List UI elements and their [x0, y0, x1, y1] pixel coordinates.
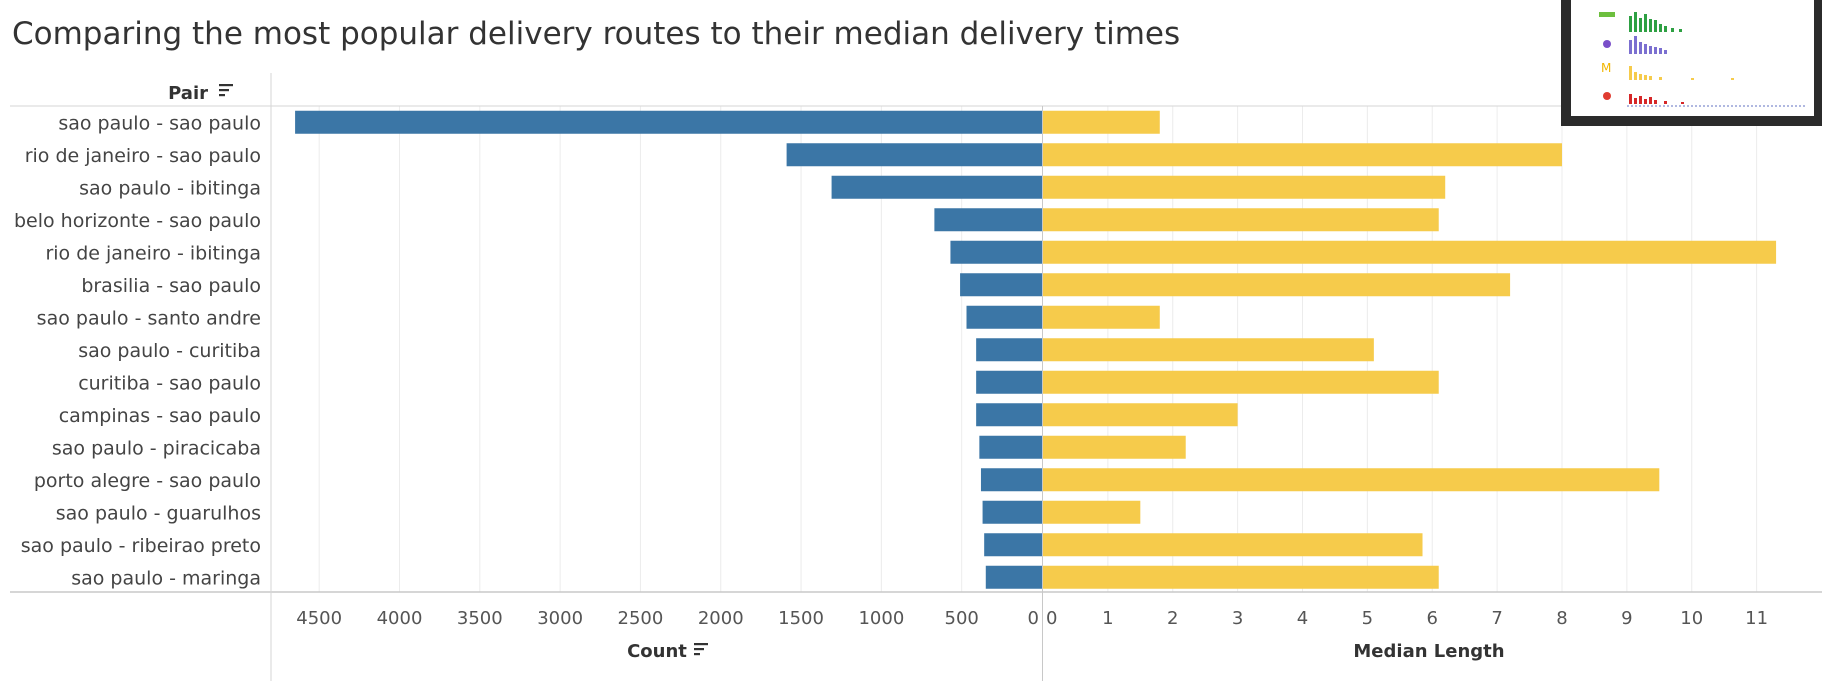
count-bar[interactable] [976, 403, 1042, 427]
row-label: belo horizonte - sao paulo [14, 210, 261, 232]
row-label: curitiba - sao paulo [78, 372, 261, 394]
median-length-bar[interactable] [1043, 468, 1660, 492]
count-bar[interactable] [960, 273, 1042, 297]
count-tick-label: 3000 [537, 608, 583, 629]
median-tick-label: 11 [1745, 608, 1768, 629]
median-length-bar[interactable] [1043, 305, 1160, 329]
row-label: sao paulo - sao paulo [58, 112, 261, 134]
chart-title: Comparing the most popular delivery rout… [12, 16, 1181, 52]
dashboard-thumbnail[interactable]: M [1561, 0, 1822, 126]
count-bar[interactable] [984, 533, 1042, 557]
thumbnail-red-bars [1629, 94, 1684, 104]
count-bar[interactable] [976, 338, 1042, 362]
median-length-bar[interactable] [1043, 273, 1511, 297]
median-length-bar[interactable] [1043, 500, 1141, 524]
median-length-bar[interactable] [1043, 435, 1186, 459]
count-bar[interactable] [985, 565, 1042, 589]
median-tick-label: 2 [1167, 608, 1178, 629]
median-tick-label: 5 [1362, 608, 1373, 629]
count-tick-label: 2000 [698, 608, 744, 629]
median-length-bar[interactable] [1043, 208, 1439, 232]
median-length-bar[interactable] [1043, 110, 1160, 134]
row-label: sao paulo - ibitinga [79, 177, 261, 199]
count-bar[interactable] [786, 143, 1042, 167]
count-bar[interactable] [966, 305, 1042, 329]
row-label: rio de janeiro - sao paulo [25, 145, 261, 167]
median-tick-label: 9 [1621, 608, 1632, 629]
thumbnail-icon-red [1603, 92, 1611, 100]
row-label: campinas - sao paulo [59, 405, 261, 427]
row-label: sao paulo - piracicaba [52, 437, 261, 459]
count-axis-title: Count [627, 641, 687, 662]
pair-sort-icon[interactable] [219, 84, 233, 97]
thumbnail-icon-yellow: M [1601, 61, 1611, 75]
row-label: sao paulo - ribeirao preto [21, 535, 261, 557]
median-length-bar[interactable] [1043, 565, 1439, 589]
count-bar[interactable] [934, 208, 1042, 232]
count-tick-label: 3500 [457, 608, 503, 629]
median-length-bar[interactable] [1043, 370, 1439, 394]
thumbnail-purple-bars [1629, 36, 1667, 54]
median-tick-label: 4 [1297, 608, 1308, 629]
median-length-bar[interactable] [1043, 403, 1238, 427]
thumbnail-icon-purple [1603, 40, 1611, 48]
row-label: sao paulo - guarulhos [56, 502, 261, 524]
median-length-bar[interactable] [1043, 240, 1777, 264]
thumbnail-mini-charts: M [1599, 12, 1806, 107]
count-tick-label: 0 [1028, 608, 1039, 629]
count-tick-label: 1500 [778, 608, 824, 629]
count-tick-label: 4500 [296, 608, 342, 629]
median-tick-label: 7 [1491, 608, 1502, 629]
count-tick-label: 1000 [858, 608, 904, 629]
count-bar[interactable] [980, 468, 1042, 492]
count-bar[interactable] [295, 110, 1042, 134]
row-label: rio de janeiro - ibitinga [45, 242, 261, 264]
median-length-bar[interactable] [1043, 175, 1446, 199]
median-length-bar[interactable] [1043, 338, 1374, 362]
count-bar[interactable] [982, 500, 1042, 524]
median-length-bar[interactable] [1043, 533, 1423, 557]
count-bar[interactable] [950, 240, 1042, 264]
median-tick-label: 3 [1232, 608, 1243, 629]
median-tick-label: 8 [1556, 608, 1567, 629]
dashboard-thumbnail-preview: M [1571, 0, 1814, 116]
median-tick-label: 10 [1680, 608, 1703, 629]
median-length-axis-title: Median Length [1353, 641, 1504, 662]
row-label: porto alegre - sao paulo [34, 470, 261, 492]
thumbnail-green-bars [1629, 12, 1682, 32]
count-bar[interactable] [831, 175, 1042, 199]
row-header-label: Pair [168, 83, 208, 104]
count-sort-icon[interactable] [694, 643, 708, 656]
median-tick-label: 6 [1427, 608, 1438, 629]
thumbnail-yellow-bars [1629, 66, 1734, 80]
median-length-bar[interactable] [1043, 143, 1562, 167]
count-bar[interactable] [979, 435, 1042, 459]
median-tick-label: 1 [1102, 608, 1113, 629]
count-tick-label: 500 [945, 608, 979, 629]
thumbnail-logo [1599, 12, 1615, 17]
count-tick-label: 4000 [377, 608, 423, 629]
count-tick-label: 2500 [618, 608, 664, 629]
median-tick-label: 0 [1046, 608, 1057, 629]
row-label: sao paulo - santo andre [37, 307, 261, 329]
row-label: sao paulo - curitiba [78, 340, 261, 362]
row-label: brasilia - sao paulo [81, 275, 261, 297]
count-bar[interactable] [976, 370, 1042, 394]
row-label: sao paulo - maringa [71, 567, 261, 589]
